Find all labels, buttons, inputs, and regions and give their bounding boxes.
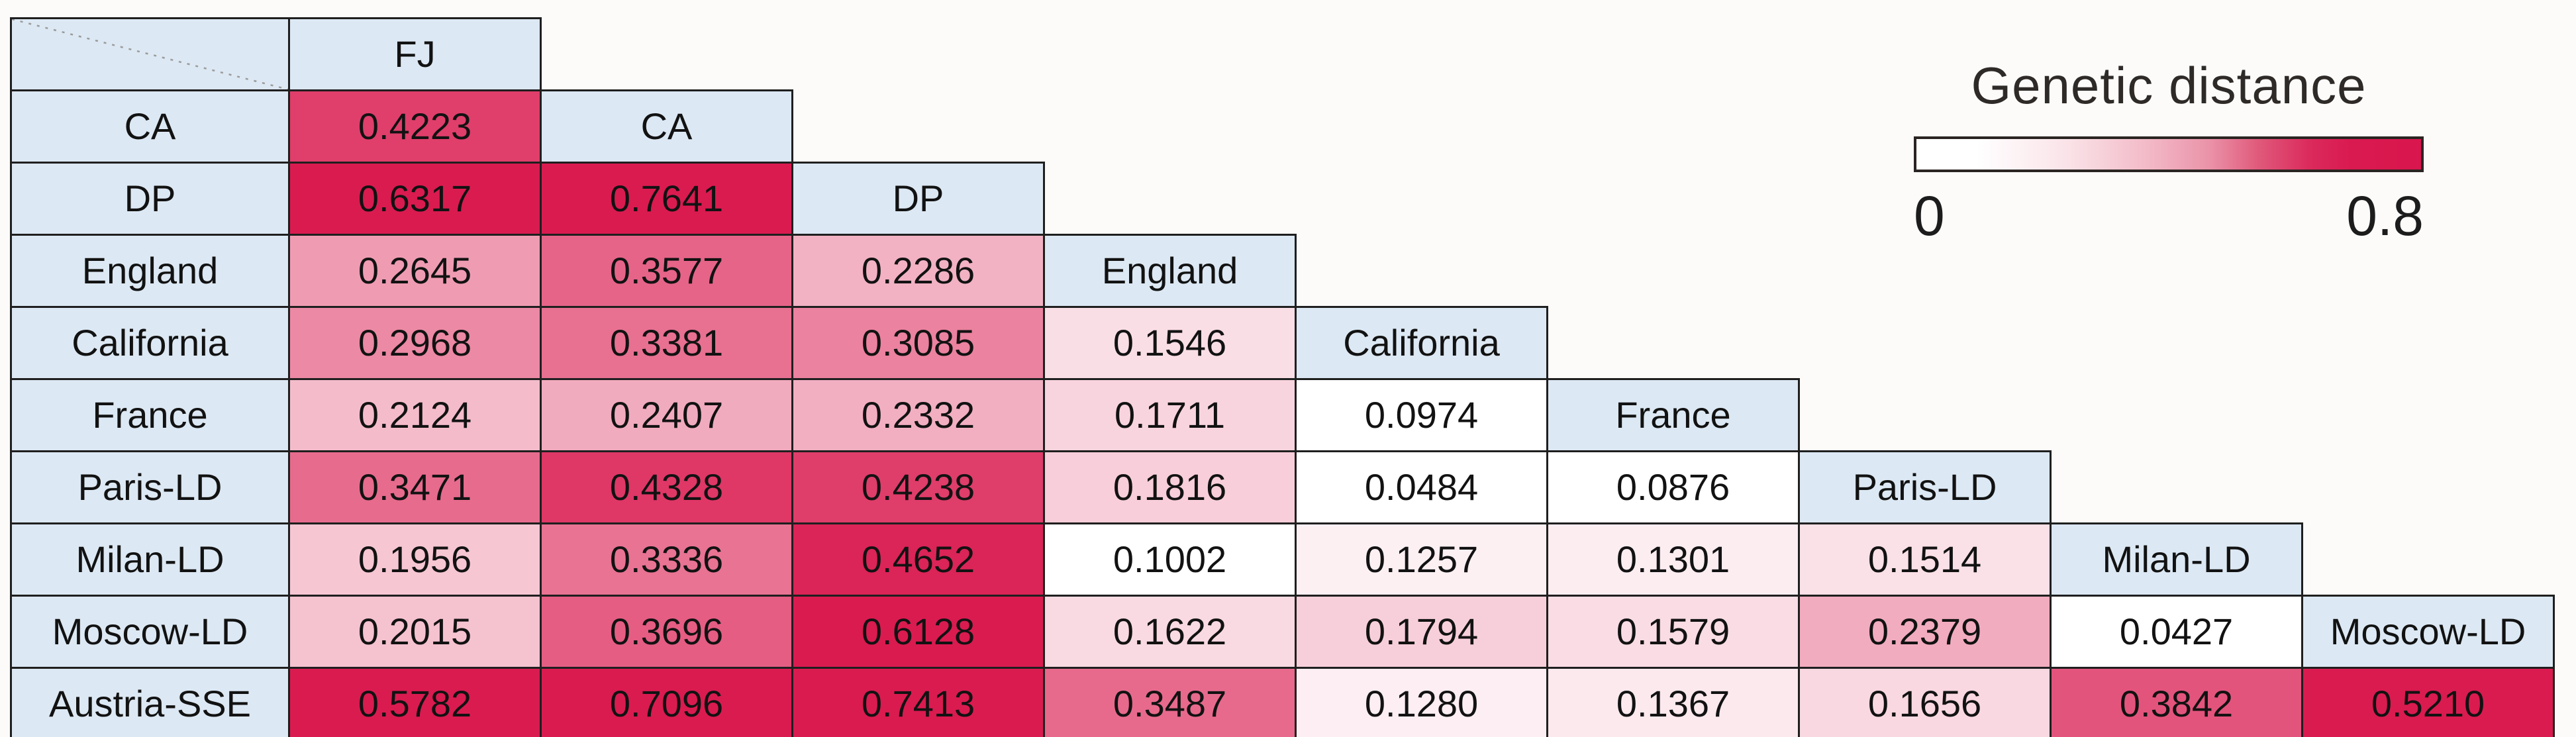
column-header: DP [791,162,1045,236]
colorbar-max-label: 0.8 [2346,185,2424,247]
matrix-cell: 0.3577 [540,234,793,308]
matrix-cell: 0.2407 [540,378,793,452]
row-header: England [10,234,290,308]
matrix-cell: 0.1002 [1043,522,1297,597]
matrix-cell: 0.1257 [1295,522,1548,597]
matrix-cell: 0.3336 [540,522,793,597]
matrix-cell: 0.2124 [288,378,542,452]
matrix-cell: 0.0484 [1295,450,1548,524]
matrix-cell: 0.7413 [791,667,1045,737]
column-header: Moscow-LD [2301,595,2555,669]
column-header: England [1043,234,1297,308]
colorbar-gradient [1914,136,2424,172]
matrix-cell: 0.1280 [1295,667,1548,737]
column-header: California [1295,306,1548,380]
matrix-cell: 0.4238 [791,450,1045,524]
matrix-cell: 0.3381 [540,306,793,380]
matrix-cell: 0.0974 [1295,378,1548,452]
row-header: Moscow-LD [10,595,290,669]
column-header: FJ [288,17,542,91]
matrix-cell: 0.3487 [1043,667,1297,737]
matrix-cell: 0.3471 [288,450,542,524]
matrix-cell: 0.1367 [1546,667,1800,737]
matrix-cell: 0.2286 [791,234,1045,308]
matrix-cell: 0.1794 [1295,595,1548,669]
colorbar-min-label: 0 [1914,185,1945,247]
column-header: Paris-LD [1798,450,2052,524]
matrix-cell: 0.1656 [1798,667,2052,737]
column-header: CA [540,89,793,164]
matrix-cell: 0.1711 [1043,378,1297,452]
row-header: DP [10,162,290,236]
colorbar-legend: Genetic distance 0 0.8 [1914,60,2424,244]
row-header: Austria-SSE [10,667,290,737]
matrix-cell: 0.4328 [540,450,793,524]
genetic-distance-matrix: FJ CA 0.4223 CA DP 0.6317 0.7641 DP England 0.264… [10,17,2555,737]
matrix-cell: 0.2379 [1798,595,2052,669]
row-header: France [10,378,290,452]
matrix-cell: 0.2015 [288,595,542,669]
matrix-cell: 0.7096 [540,667,793,737]
matrix-cell: 0.0876 [1546,450,1800,524]
matrix-cell: 0.5782 [288,667,542,737]
column-header: Milan-LD [2050,522,2303,597]
matrix-cell: 0.4652 [791,522,1045,597]
matrix-cell: 0.2968 [288,306,542,380]
matrix-cell: 0.5210 [2301,667,2555,737]
matrix-cell: 0.6317 [288,162,542,236]
row-header: Milan-LD [10,522,290,597]
row-header: California [10,306,290,380]
column-header: France [1546,378,1800,452]
matrix-cell: 0.3696 [540,595,793,669]
colorbar-tick-labels: 0 0.8 [1914,188,2424,244]
matrix-cell: 0.1546 [1043,306,1297,380]
matrix-cell: 0.0427 [2050,595,2303,669]
matrix-cell: 0.4223 [288,89,542,164]
corner-cell [10,17,290,91]
matrix-cell: 0.1514 [1798,522,2052,597]
matrix-cell: 0.2645 [288,234,542,308]
matrix-cell: 0.1579 [1546,595,1800,669]
matrix-cell: 0.1301 [1546,522,1800,597]
matrix-cell: 0.7641 [540,162,793,236]
diagonal-divider-line [12,19,288,89]
legend-title: Genetic distance [1971,56,2367,115]
matrix-cell: 0.2332 [791,378,1045,452]
matrix-cell: 0.3842 [2050,667,2303,737]
matrix-cell: 0.1622 [1043,595,1297,669]
matrix-cell: 0.1816 [1043,450,1297,524]
row-header: Paris-LD [10,450,290,524]
matrix-cell: 0.3085 [791,306,1045,380]
matrix-cell: 0.1956 [288,522,542,597]
row-header: CA [10,89,290,164]
matrix-cell: 0.6128 [791,595,1045,669]
